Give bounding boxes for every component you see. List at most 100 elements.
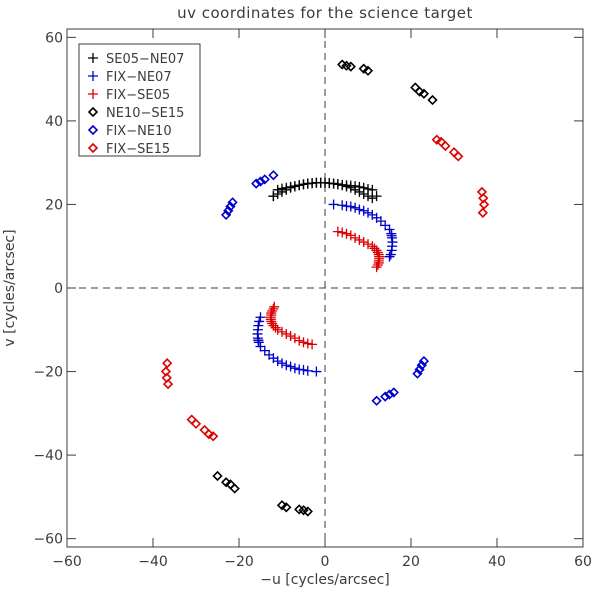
- diamond-marker: [294, 504, 305, 515]
- plus-marker: [341, 228, 352, 239]
- diamond-marker: [418, 355, 430, 367]
- plus-marker: [350, 202, 361, 213]
- plus-marker: [298, 179, 309, 190]
- diamond-marker: [208, 431, 219, 442]
- y-tick-label: 60: [45, 30, 63, 46]
- diamond-marker: [199, 424, 210, 436]
- x-tick-label: 40: [488, 554, 506, 570]
- plus-marker: [386, 245, 397, 256]
- plus-marker: [254, 316, 265, 327]
- plus-marker: [363, 239, 373, 250]
- plus-marker: [277, 183, 287, 194]
- plus-marker: [354, 186, 365, 197]
- plus-marker: [363, 207, 373, 218]
- plot-area: −60 −40 −20 0 20 40 60 −60 −40 −20 0 20 40 60: [33, 28, 592, 570]
- plus-marker: [341, 201, 352, 212]
- plus-marker: [332, 226, 343, 237]
- diamond-marker: [212, 470, 223, 482]
- plus-marker: [285, 331, 296, 342]
- plus-marker: [367, 193, 378, 204]
- legend-label: SE05−NE07: [106, 52, 184, 67]
- diamond-marker: [160, 366, 172, 377]
- diamond-marker: [227, 197, 238, 208]
- legend-marker: [88, 71, 98, 81]
- y-tick-label: −20: [33, 365, 63, 381]
- plus-marker: [367, 184, 378, 195]
- plus-marker: [253, 337, 264, 348]
- plus-marker: [285, 181, 296, 192]
- plus-marker: [281, 360, 292, 371]
- diamond-marker: [225, 479, 236, 490]
- diamond-marker: [453, 151, 464, 162]
- plus-marker: [371, 245, 382, 256]
- legend-box: [78, 43, 201, 157]
- plus-marker: [269, 301, 280, 312]
- diamond-marker: [371, 395, 382, 406]
- plus-marker: [302, 338, 313, 349]
- x-tick-label: −20: [224, 554, 254, 570]
- legend-marker: [88, 89, 98, 99]
- plus-marker: [253, 320, 264, 331]
- plus-marker: [332, 179, 343, 190]
- plus-marker: [354, 234, 365, 245]
- diamond-marker: [220, 477, 232, 488]
- diamond-marker: [345, 61, 356, 72]
- y-tick-label: 0: [54, 281, 63, 297]
- plus-marker: [380, 220, 391, 231]
- plus-marker: [337, 200, 348, 211]
- diamond-marker: [268, 170, 279, 181]
- legend: SE05−NE07 FIX−NE07 FIX−SE05 NE10−SE15 FIX−NE…: [78, 43, 201, 157]
- diamond-marker: [412, 368, 423, 379]
- diamond-marker: [414, 364, 425, 375]
- plus-marker: [384, 224, 395, 235]
- y-tick-label: 40: [45, 114, 63, 130]
- plus-marker: [268, 303, 279, 314]
- diamond-marker: [162, 358, 173, 369]
- plus-marker: [267, 305, 278, 316]
- diamond-marker: [251, 178, 262, 189]
- plus-marker: [372, 247, 383, 258]
- plus-marker: [302, 178, 313, 189]
- plus-marker: [277, 358, 287, 369]
- legend-label: NE10−SE15: [106, 106, 184, 121]
- plus-marker: [363, 191, 373, 202]
- diamond-marker: [186, 414, 197, 425]
- plus-marker: [328, 199, 339, 210]
- plus-marker: [272, 324, 283, 335]
- diamond-marker: [298, 505, 309, 516]
- plus-marker: [386, 228, 397, 239]
- diamond-marker: [477, 207, 488, 218]
- plus-marker: [367, 209, 378, 220]
- plus-marker: [345, 230, 356, 241]
- diamond-marker: [416, 360, 427, 371]
- x-axis-label: −u [cycles/arcsec]: [260, 572, 390, 588]
- plus-marker: [302, 365, 313, 376]
- y-tick-label: −40: [33, 448, 63, 464]
- plus-marker: [289, 333, 300, 344]
- x-tick-label: −60: [52, 554, 82, 570]
- plus-marker: [289, 363, 300, 374]
- legend-marker: [87, 106, 99, 118]
- chart-title: uv coordinates for the science target: [177, 4, 473, 22]
- diamond-marker: [440, 140, 451, 152]
- y-tick-label: 20: [45, 197, 63, 213]
- legend-label: FIX−NE07: [106, 70, 172, 85]
- diamond-marker: [259, 174, 270, 185]
- diamond-marker: [161, 372, 172, 383]
- plus-marker: [341, 181, 352, 192]
- plus-marker: [259, 345, 270, 356]
- plus-marker: [285, 361, 296, 372]
- plus-marker: [255, 312, 266, 323]
- legend-label: FIX−SE15: [106, 142, 170, 157]
- plus-marker: [358, 189, 369, 200]
- plus-marker: [350, 184, 361, 195]
- legend-label: FIX−NE10: [106, 124, 172, 139]
- plus-marker: [358, 205, 369, 216]
- plus-marker: [337, 180, 348, 191]
- plus-marker: [384, 251, 395, 262]
- plus-marker: [294, 180, 305, 191]
- plus-marker: [385, 249, 396, 260]
- plus-marker: [272, 184, 283, 195]
- plus-marker: [266, 308, 277, 319]
